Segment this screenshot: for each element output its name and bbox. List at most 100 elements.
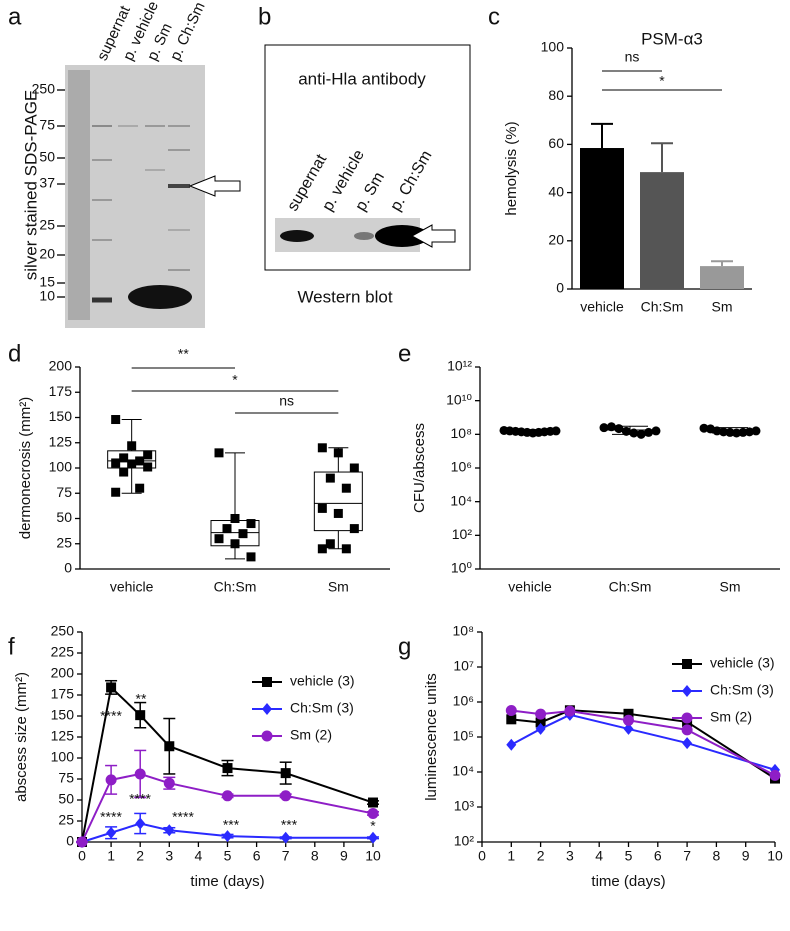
point bbox=[349, 463, 359, 473]
lane-label: p. Ch:Sm bbox=[387, 148, 435, 214]
marker bbox=[164, 824, 175, 837]
significance-label: **** bbox=[172, 809, 194, 825]
y-tick-label: 10⁵ bbox=[453, 728, 474, 744]
x-tick-label: 8 bbox=[713, 848, 721, 864]
x-tick-label: 3 bbox=[165, 848, 173, 864]
point bbox=[214, 448, 224, 458]
y-axis-label: dermonecrosis (mm²) bbox=[17, 397, 34, 540]
y-tick-label: 80 bbox=[548, 87, 564, 103]
marker-label: 20 bbox=[39, 246, 55, 262]
y-tick-label: 10⁴ bbox=[450, 492, 472, 508]
y-axis-label: abscess size (mm²) bbox=[13, 672, 30, 802]
marker-label: 250 bbox=[32, 81, 56, 97]
marker bbox=[105, 774, 117, 786]
y-tick-label: 100 bbox=[541, 39, 565, 55]
y-tick-label: 125 bbox=[49, 433, 73, 449]
x-tick-label: 1 bbox=[107, 848, 115, 864]
y-tick-label: 0 bbox=[64, 560, 72, 576]
y-tick-label: 200 bbox=[49, 358, 73, 374]
marker bbox=[681, 724, 693, 736]
blot-band bbox=[280, 230, 314, 242]
marker bbox=[367, 807, 379, 819]
legend-label: Ch:Sm (3) bbox=[290, 700, 354, 716]
legend-label: vehicle (3) bbox=[290, 673, 355, 689]
box bbox=[313, 471, 363, 532]
y-tick-label: 150 bbox=[49, 408, 73, 424]
point bbox=[230, 514, 240, 523]
point bbox=[325, 539, 335, 549]
significance-label: * bbox=[370, 818, 376, 834]
point bbox=[629, 428, 639, 438]
marker bbox=[506, 714, 517, 725]
series-line bbox=[510, 713, 776, 771]
x-axis-label: time (days) bbox=[591, 873, 665, 890]
marker bbox=[769, 769, 781, 781]
y-tick-label: 100 bbox=[51, 749, 75, 765]
x-tick-label: 7 bbox=[683, 848, 691, 864]
marker bbox=[535, 722, 546, 735]
marker bbox=[505, 705, 517, 717]
y-tick-label: 10⁸ bbox=[451, 425, 473, 441]
point bbox=[143, 462, 153, 472]
y-tick-label: 100 bbox=[49, 459, 73, 475]
x-tick-label: 5 bbox=[224, 848, 232, 864]
y-tick-label: 10⁶ bbox=[451, 459, 472, 475]
marker bbox=[682, 685, 692, 697]
x-tick-label: 8 bbox=[311, 848, 319, 864]
point bbox=[246, 552, 256, 562]
marker bbox=[368, 797, 378, 808]
marker bbox=[506, 738, 517, 751]
point bbox=[111, 487, 121, 497]
blot-caption: Western blot bbox=[297, 287, 392, 306]
point bbox=[111, 458, 121, 468]
x-tick-label: 10 bbox=[365, 848, 381, 864]
marker bbox=[222, 830, 233, 843]
significance-label: * bbox=[232, 372, 238, 388]
chart-title: PSM-α3 bbox=[641, 29, 703, 48]
marker-label: 75 bbox=[39, 117, 55, 133]
x-tick-label: 5 bbox=[625, 848, 633, 864]
y-tick-label: 10² bbox=[452, 526, 473, 542]
x-tick-label: Sm bbox=[712, 299, 733, 315]
y-tick-label: 150 bbox=[51, 707, 75, 723]
bar bbox=[640, 172, 684, 289]
significance-label: *** bbox=[281, 817, 298, 833]
x-tick-label: 3 bbox=[566, 848, 574, 864]
marker bbox=[134, 768, 146, 780]
gel-bands bbox=[92, 125, 190, 303]
arrow bbox=[188, 175, 241, 197]
point bbox=[111, 415, 121, 425]
x-tick-label: 9 bbox=[340, 848, 348, 864]
point bbox=[127, 441, 137, 451]
panel-letter: b bbox=[258, 3, 271, 30]
x-tick-label: Ch:Sm bbox=[641, 299, 684, 315]
x-tick-label: vehicle bbox=[508, 579, 552, 595]
marker-label: 15 bbox=[39, 274, 55, 290]
marker bbox=[261, 730, 273, 742]
panel-letter: g bbox=[398, 633, 411, 660]
panel-letter: d bbox=[8, 340, 21, 367]
legend-label: Sm (2) bbox=[290, 727, 332, 743]
point bbox=[317, 443, 327, 453]
marker bbox=[623, 708, 634, 719]
y-tick-label: 10² bbox=[454, 833, 475, 849]
point bbox=[341, 544, 351, 554]
y-tick-label: 50 bbox=[58, 791, 74, 807]
point bbox=[349, 524, 359, 534]
gel-ylabel: silver stained SDS-PAGE bbox=[21, 90, 40, 281]
legend-label: Ch:Sm (3) bbox=[710, 682, 774, 698]
x-axis-label: time (days) bbox=[190, 873, 264, 890]
panel-letter: e bbox=[398, 340, 411, 367]
gel-blob bbox=[128, 285, 192, 309]
point bbox=[119, 453, 129, 463]
x-tick-label: 4 bbox=[195, 848, 203, 864]
significance-label: ** bbox=[178, 346, 189, 362]
y-axis-label: CFU/abscess bbox=[411, 423, 428, 513]
panel-letter: c bbox=[488, 3, 500, 30]
y-tick-label: 10¹⁰ bbox=[446, 391, 472, 407]
y-tick-label: 0 bbox=[556, 280, 564, 296]
marker bbox=[623, 722, 634, 735]
y-tick-label: 10⁷ bbox=[453, 658, 474, 674]
significance-label: **** bbox=[129, 791, 151, 807]
blot-band bbox=[354, 232, 374, 240]
